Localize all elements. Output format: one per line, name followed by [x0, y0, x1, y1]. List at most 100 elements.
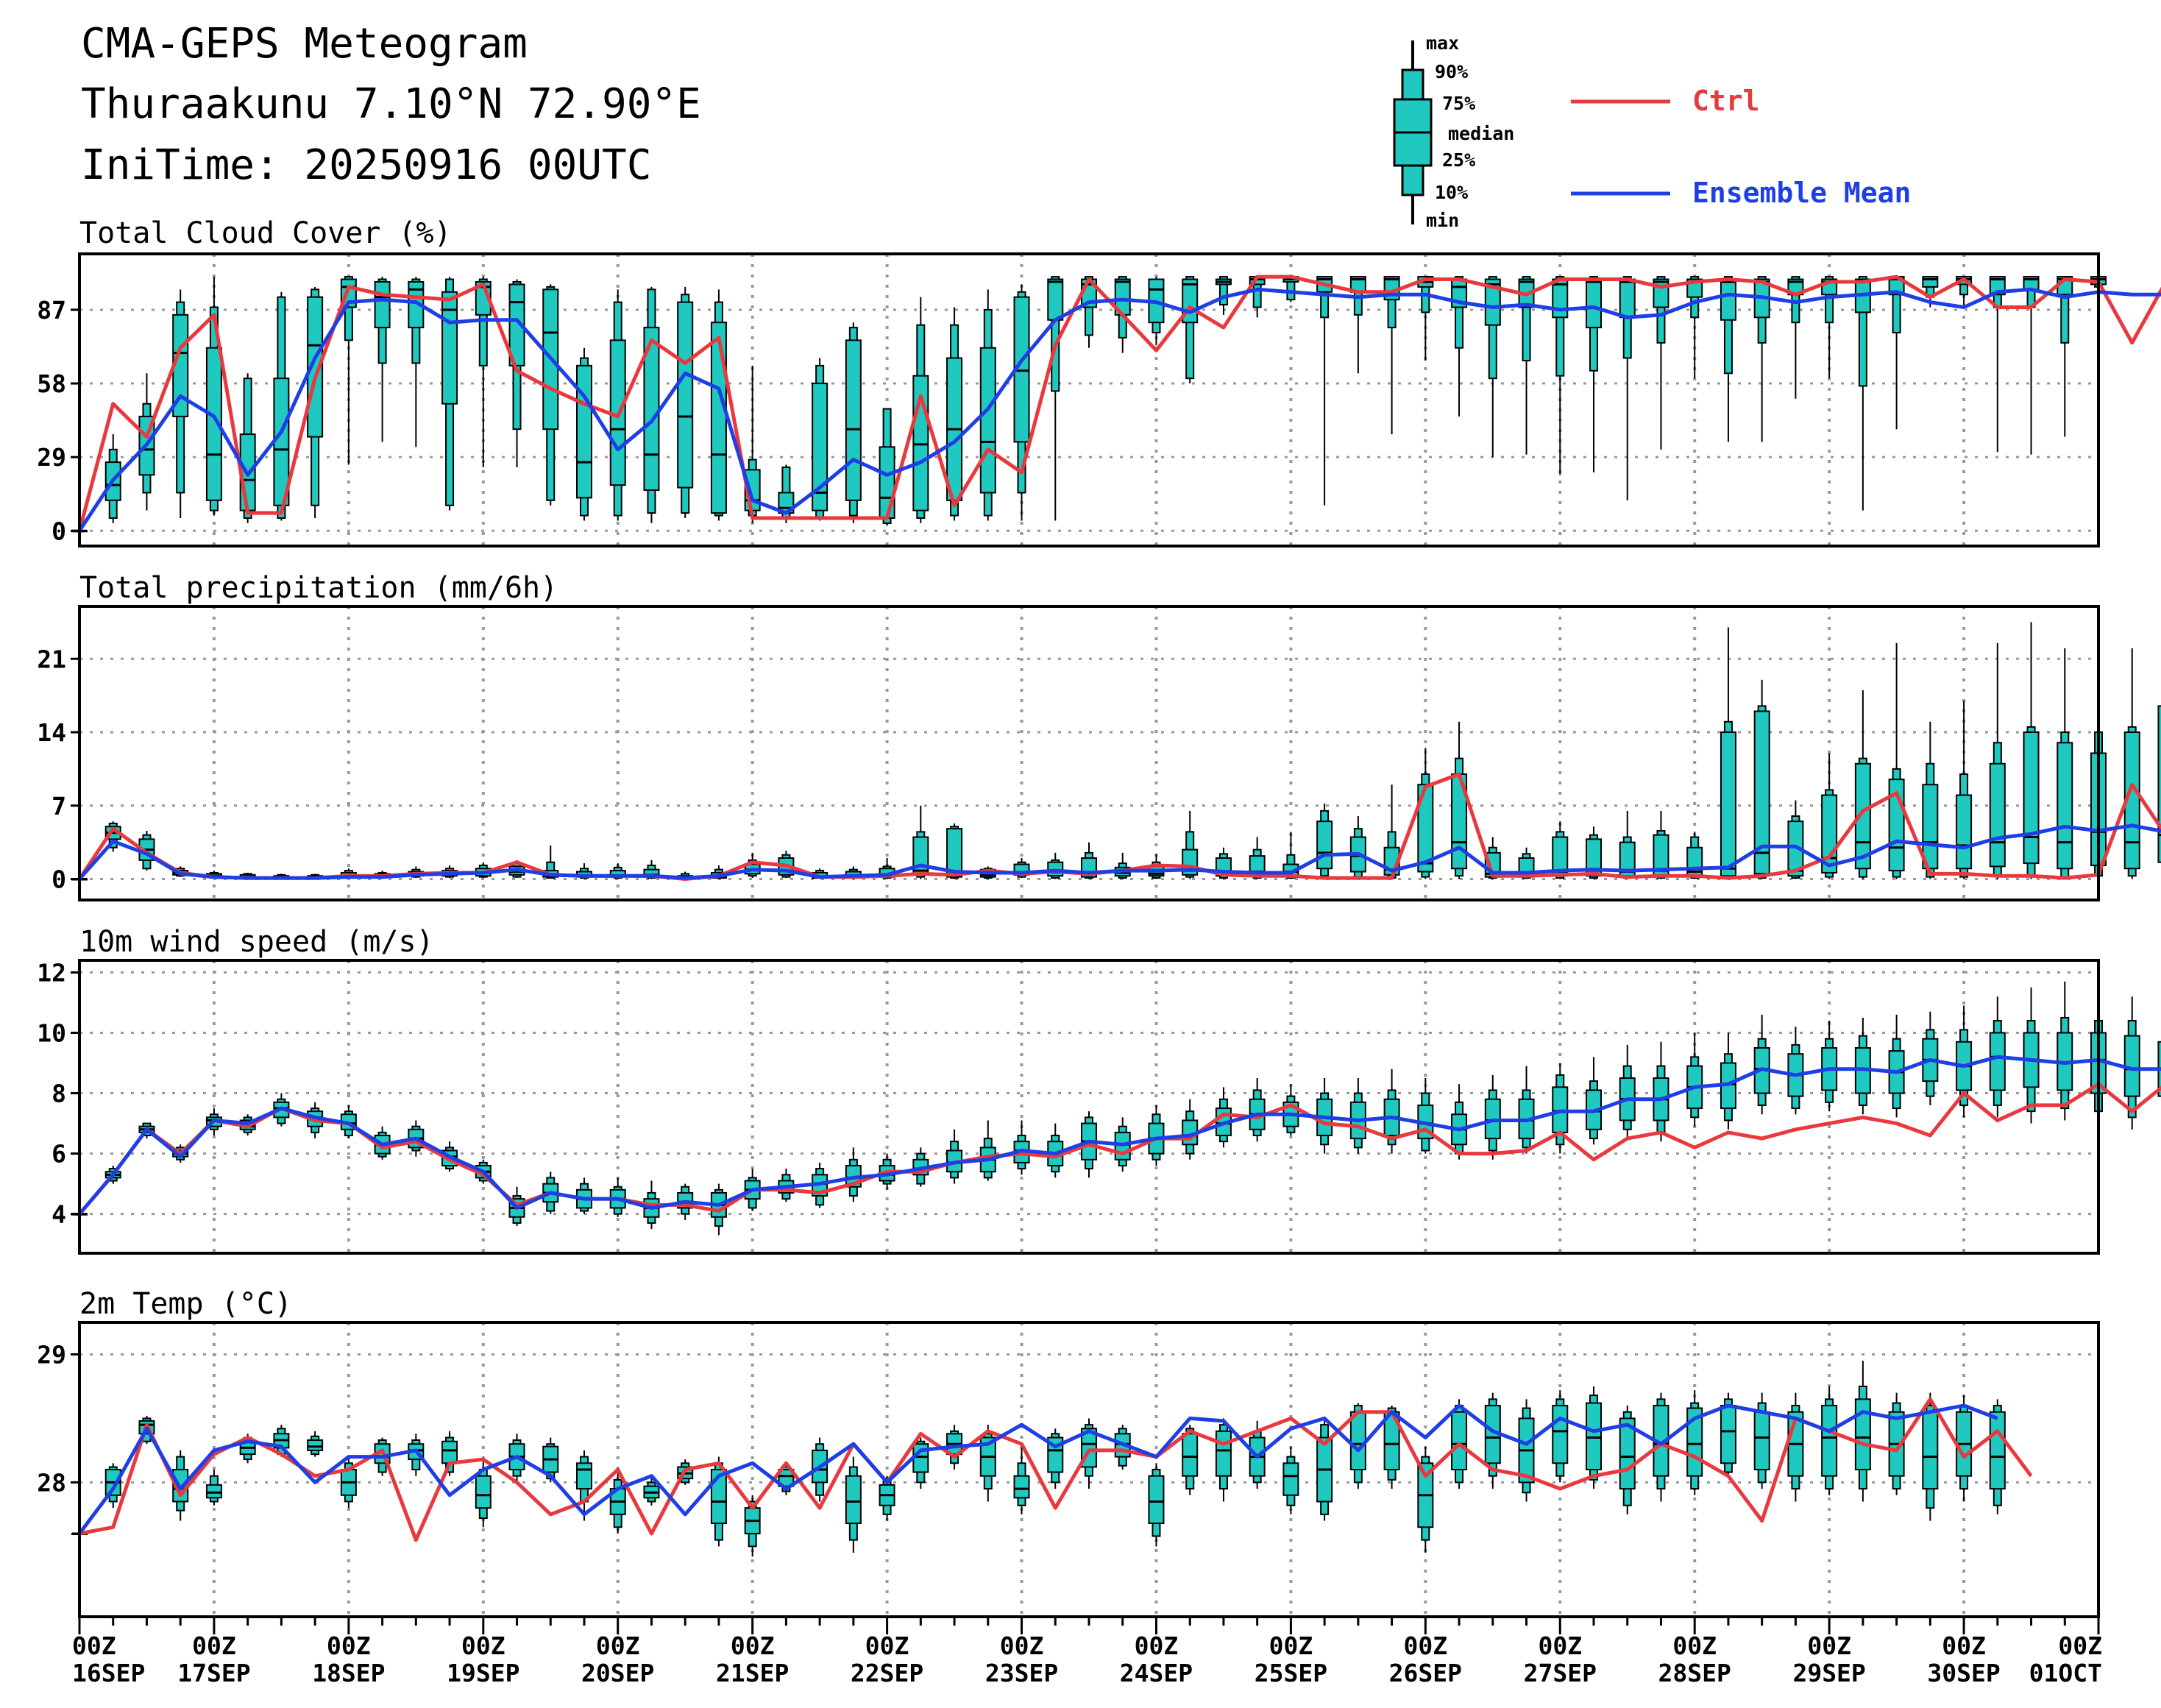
box-inner — [374, 280, 391, 329]
box-inner — [1922, 1411, 1939, 1490]
y-tick-label: 12 — [37, 958, 66, 987]
box-inner — [475, 1475, 492, 1509]
x-tick-label-time: 00Z — [596, 1631, 640, 1660]
box-inner — [1215, 1430, 1232, 1477]
box-inner — [1451, 1411, 1468, 1471]
box-inner — [845, 1475, 862, 1525]
box-inner — [1484, 278, 1501, 326]
x-tick-label-date: 01OCT — [2029, 1659, 2102, 1687]
x-tick-label-time: 00Z — [1672, 1631, 1717, 1660]
panel-title-temp: 2m Temp (°C) — [79, 1287, 292, 1321]
x-tick-label-date: 24SEP — [1120, 1659, 1193, 1687]
y-tick-label: 29 — [37, 1340, 66, 1369]
box-inner — [1047, 278, 1064, 321]
x-tick-label-date: 23SEP — [985, 1659, 1058, 1687]
box-outer — [1218, 276, 1228, 306]
y-tick-label: 29 — [37, 443, 66, 472]
box-inner — [1013, 1475, 1030, 1499]
panel-3: 28 29 — [37, 1321, 2100, 1618]
legend-max-label: max — [1426, 32, 1459, 54]
box-inner — [1956, 794, 1973, 870]
box-inner — [508, 283, 525, 366]
box-inner — [1349, 1411, 1366, 1471]
y-tick-label: 4 — [52, 1200, 66, 1229]
box-inner — [1989, 762, 2006, 868]
box-inner — [1720, 1405, 1736, 1464]
box-inner — [2023, 731, 2040, 865]
panel-frame — [78, 252, 2100, 548]
box-outer — [1791, 276, 1800, 324]
box-inner — [1316, 821, 1333, 870]
ctrl-line — [79, 1397, 2033, 1542]
box-inner — [1753, 710, 1770, 875]
x-tick-label-date: 16SEP — [72, 1659, 145, 1687]
box-inner — [677, 301, 694, 489]
box-inner — [812, 383, 828, 511]
x-tick-label-time: 00Z — [1404, 1631, 1448, 1660]
box-inner — [307, 296, 324, 438]
ctrl-line — [77, 274, 2161, 531]
ensemble-mean-line — [78, 1055, 2161, 1216]
x-tick-label-time: 00Z — [192, 1631, 236, 1660]
legend-p10-label: 10% — [1435, 182, 1468, 203]
box-inner — [205, 347, 222, 501]
x-tick-label-date: 26SEP — [1389, 1659, 1462, 1687]
box-outer — [1858, 276, 1867, 387]
box-inner — [1653, 278, 1669, 308]
y-tick-label: 21 — [37, 645, 66, 673]
box-inner — [1989, 1032, 2006, 1091]
x-tick-label-time: 00Z — [1269, 1631, 1313, 1660]
box-inner — [710, 322, 727, 514]
chart-title: CMA-GEPS Meteogram — [81, 20, 528, 68]
box-inner — [845, 339, 862, 501]
box-inner — [2057, 742, 2073, 870]
x-tick-label-date: 19SEP — [447, 1659, 519, 1687]
y-tick-label: 28 — [37, 1468, 66, 1497]
box-outer — [1051, 276, 1060, 392]
y-tick-label: 0 — [52, 517, 66, 545]
y-tick-label: 87 — [37, 296, 66, 325]
x-tick-label-time: 00Z — [72, 1631, 116, 1660]
box-inner — [307, 1439, 324, 1451]
box-inner — [1720, 278, 1736, 321]
y-tick-label: 14 — [37, 718, 66, 747]
location-label: Thuraakunu 7.10°N 72.90°E — [81, 80, 701, 128]
x-tick-label-time: 00Z — [865, 1631, 909, 1660]
box-inner — [879, 446, 895, 520]
x-tick-label-time: 00Z — [1538, 1631, 1582, 1660]
box-inner — [1417, 784, 1434, 873]
box-inner — [1619, 278, 1636, 319]
x-tick-label-date: 30SEP — [1927, 1659, 2000, 1687]
x-tick-label-time: 00Z — [1135, 1631, 1179, 1660]
x-tick-label-time: 00Z — [731, 1631, 775, 1660]
init-time-label: IniTime: 20250916 00UTC — [81, 141, 651, 189]
ensemble-mean-line — [77, 287, 2161, 532]
panels: 0 29 58 87 0 7 14 21 4 6 8 10 12 28 29 — [37, 252, 2161, 1618]
box-inner — [1586, 278, 1602, 329]
box-inner — [1552, 1405, 1569, 1464]
legend-median-label: median — [1448, 123, 1514, 144]
x-tick-label-time: 00Z — [1807, 1631, 1851, 1660]
panel-1: 0 7 14 21 — [37, 605, 2161, 901]
y-tick-label: 58 — [37, 369, 66, 398]
panel-title-precip: Total precipitation (mm/6h) — [79, 571, 558, 605]
legend-mean-label: Ensemble Mean — [1692, 177, 1911, 209]
panel-frame — [78, 959, 2100, 1255]
box-inner — [1989, 1411, 2006, 1490]
ensemble-mean-line — [78, 823, 2161, 881]
x-tick-label-date: 18SEP — [312, 1659, 385, 1687]
panel-title-wind: 10m wind speed (m/s) — [79, 925, 434, 959]
box-outer — [1488, 276, 1497, 380]
box-outer — [1723, 276, 1733, 375]
box-inner — [710, 1469, 727, 1525]
x-tick-label-date: 21SEP — [716, 1659, 789, 1687]
series-legend: Ctrl Ensemble Mean — [1571, 85, 1911, 209]
box-inner — [205, 1484, 222, 1499]
box-inner — [1922, 784, 1939, 870]
x-tick-label-time: 00Z — [1000, 1631, 1044, 1660]
x-tick-label-time: 00Z — [461, 1631, 505, 1660]
x-tick-label-date: 17SEP — [177, 1659, 250, 1687]
x-axis: 00Z16SEP00Z17SEP00Z18SEP00Z19SEP00Z20SEP… — [72, 1617, 2102, 1687]
y-tick-label: 8 — [52, 1080, 66, 1108]
box-inner — [576, 1462, 592, 1490]
